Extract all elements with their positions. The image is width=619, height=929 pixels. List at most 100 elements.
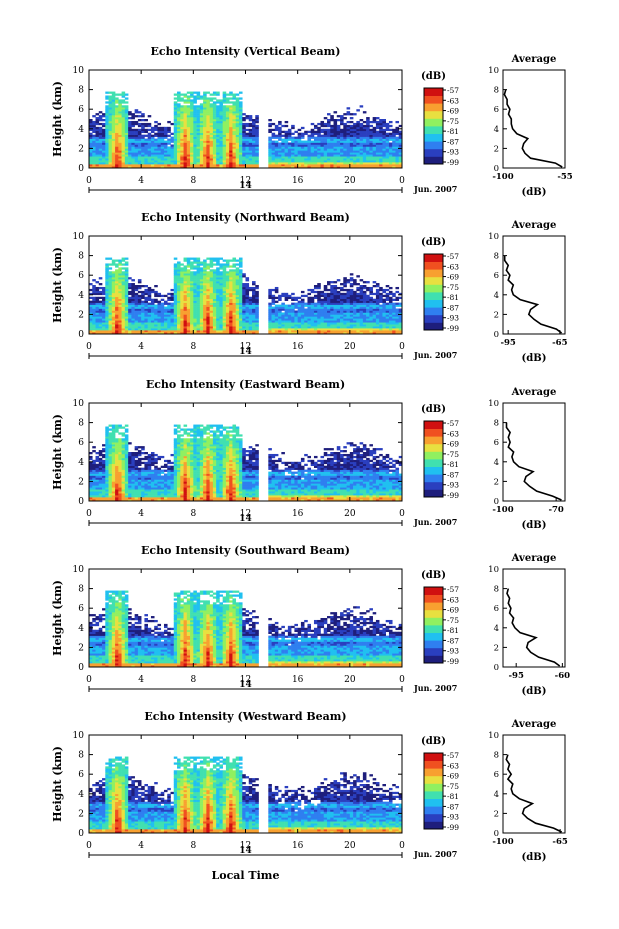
- heatmap-cell: [118, 314, 122, 317]
- heatmap-cell: [92, 144, 96, 147]
- heatmap-cell: [212, 259, 217, 262]
- heatmap-cell: [173, 126, 178, 130]
- heatmap-cell: [297, 162, 302, 165]
- heatmap-cell: [141, 150, 145, 153]
- heatmap-cell: [115, 97, 119, 100]
- heatmap-cell: [115, 312, 119, 315]
- heatmap-cell: [144, 304, 148, 307]
- colorbar-tick-label: -87: [447, 137, 459, 146]
- heatmap-cell: [180, 162, 184, 165]
- heatmap-cell: [206, 146, 210, 149]
- heatmap-cell: [278, 296, 282, 300]
- heatmap-cell: [108, 99, 113, 102]
- heatmap-cell: [395, 120, 400, 124]
- heatmap-cell: [238, 273, 243, 276]
- heatmap-cell: [307, 166, 312, 169]
- heatmap-cell: [209, 257, 214, 260]
- heatmap-cell: [206, 128, 210, 132]
- heatmap-cell: [310, 134, 315, 137]
- heatmap-cell: [388, 316, 393, 319]
- heatmap-cell: [232, 314, 237, 317]
- heatmap-cell: [340, 328, 344, 331]
- heatmap-cell: [278, 318, 282, 321]
- heatmap-cell: [209, 316, 214, 319]
- heatmap-cell: [336, 294, 341, 298]
- heatmap-cell: [327, 283, 331, 286]
- heatmap-cell: [131, 286, 135, 290]
- heatmap-cell: [216, 314, 220, 317]
- heatmap-cell: [238, 263, 243, 266]
- heatmap-cell: [353, 330, 357, 333]
- heatmap-cell: [203, 279, 207, 282]
- heatmap-cell: [115, 119, 119, 122]
- heatmap-cell: [183, 105, 188, 108]
- heatmap-cell: [229, 314, 233, 317]
- heatmap-cell: [173, 122, 178, 126]
- x-tick-label: 0: [86, 176, 92, 186]
- heatmap-cell: [284, 148, 289, 151]
- heatmap-cell: [206, 109, 210, 112]
- heatmap-cell: [271, 164, 276, 167]
- heatmap-cell: [323, 304, 328, 307]
- heatmap-cell: [206, 103, 210, 106]
- heatmap-cell: [287, 322, 292, 325]
- heatmap-cell: [206, 144, 210, 147]
- heatmap-cell: [336, 306, 341, 309]
- heatmap-cell: [95, 160, 100, 163]
- heatmap-cell: [225, 122, 230, 126]
- heatmap-cell: [385, 164, 390, 167]
- heatmap-cell: [359, 162, 364, 165]
- heatmap-cell: [190, 292, 194, 296]
- heatmap-cell: [98, 146, 103, 149]
- heatmap-cell: [98, 154, 103, 157]
- heatmap-cell: [252, 128, 256, 132]
- heatmap-cell: [180, 128, 184, 132]
- heatmap-cell: [206, 314, 210, 317]
- heatmap-cell: [349, 298, 354, 301]
- heatmap-cell: [124, 332, 129, 335]
- heatmap-cell: [193, 271, 197, 274]
- heatmap-cell: [278, 130, 282, 134]
- heatmap-cell: [232, 312, 237, 315]
- heatmap-cell: [225, 136, 230, 139]
- heatmap-cell: [336, 128, 341, 132]
- heatmap-cell: [173, 302, 178, 305]
- heatmap-cell: [203, 261, 207, 264]
- heatmap-cell: [372, 120, 377, 124]
- heatmap-cell: [111, 304, 116, 307]
- heatmap-cell: [108, 124, 113, 128]
- heatmap-cell: [375, 136, 380, 139]
- heatmap-cell: [385, 288, 390, 292]
- heatmap-cell: [134, 152, 139, 155]
- heatmap-cell: [229, 113, 233, 116]
- heatmap-cell: [340, 306, 344, 309]
- heatmap-cell: [238, 290, 243, 294]
- heatmap-cell: [222, 152, 227, 155]
- heatmap-cell: [95, 150, 100, 153]
- heatmap-cell: [203, 277, 207, 280]
- heatmap-cell: [252, 140, 256, 143]
- heatmap-cell: [89, 292, 93, 296]
- heatmap-cell: [287, 142, 292, 145]
- heatmap-cell: [183, 330, 188, 333]
- heatmap-cell: [388, 296, 393, 300]
- heatmap-cell: [170, 154, 175, 157]
- heatmap-cell: [245, 320, 250, 323]
- heatmap-cell: [163, 160, 168, 163]
- heatmap-cell: [137, 162, 142, 165]
- heatmap-cell: [379, 296, 383, 300]
- heatmap-cell: [229, 318, 233, 321]
- heatmap-cell: [281, 326, 285, 329]
- heatmap-cell: [310, 130, 315, 134]
- heatmap-cell: [238, 101, 243, 104]
- heatmap-cell: [105, 105, 109, 108]
- heatmap-cell: [219, 101, 223, 104]
- heatmap-cell: [242, 275, 246, 278]
- heatmap-cell: [157, 310, 162, 313]
- heatmap-cell: [222, 286, 227, 290]
- heatmap-cell: [235, 107, 240, 110]
- heatmap-cell: [252, 320, 256, 323]
- heatmap-cell: [137, 132, 142, 135]
- heatmap-cell: [242, 154, 246, 157]
- heatmap-cell: [111, 279, 116, 282]
